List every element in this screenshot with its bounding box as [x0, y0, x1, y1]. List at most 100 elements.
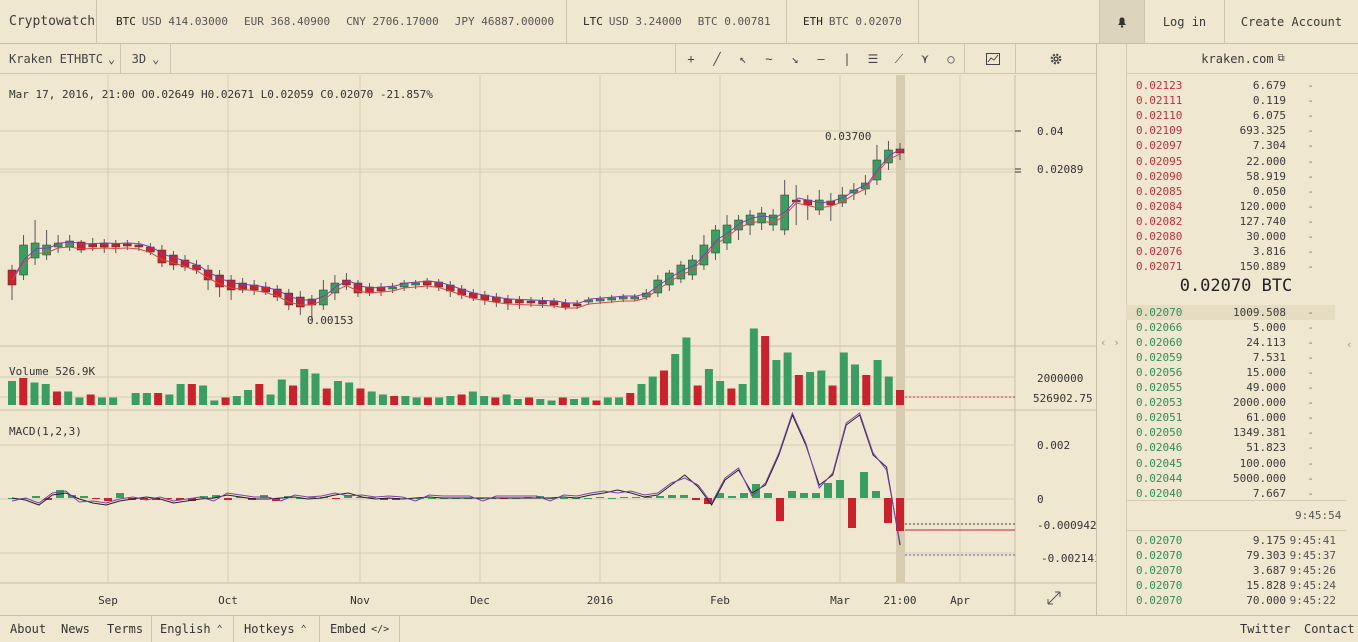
volume-bar [401, 396, 410, 405]
price: 0.02045 [1136, 456, 1183, 470]
hline-icon[interactable]: — [817, 52, 825, 66]
macd-bar [296, 498, 304, 499]
volume-bar [491, 397, 500, 405]
candle [388, 286, 397, 290]
brand-name[interactable]: Cryptowatch [9, 14, 96, 29]
quantity: 51.823 [1246, 441, 1286, 455]
crosshair-icon[interactable]: + [687, 52, 695, 66]
volume-bar [626, 393, 635, 405]
ray-icon[interactable]: ↘ [791, 52, 799, 66]
macd-bar [428, 498, 436, 499]
ask-row[interactable]: 0.02080 30.000 - [1136, 230, 1336, 245]
market-selector[interactable]: Kraken ETHBTC ⌄ [0, 44, 121, 74]
ma-line-2 [13, 148, 903, 304]
ask-row[interactable]: 0.02095 22.000 - [1136, 155, 1336, 170]
bid-row[interactable]: 0.02044 5000.000 - [1136, 472, 1336, 487]
volume-bar [817, 370, 826, 405]
chart-icon [986, 53, 1000, 65]
macd-bar [344, 495, 352, 498]
volume-bar [457, 394, 466, 405]
curve-icon[interactable]: ∼ [765, 52, 773, 66]
terms-link[interactable]: Terms [107, 616, 153, 642]
line-icon[interactable]: ╱ [713, 52, 721, 66]
volume-bar [356, 388, 365, 405]
bid-row[interactable]: 0.02056 15.000 - [1136, 366, 1336, 381]
volume-bar [277, 379, 286, 405]
bid-row[interactable]: 0.02050 1349.381 - [1136, 426, 1336, 441]
x-axis-label: Apr [950, 594, 970, 607]
pitchfork-icon[interactable]: ⟋ [894, 51, 904, 66]
delta: - [1307, 139, 1314, 153]
price: 0.02110 [1136, 109, 1183, 123]
eth-ticker[interactable]: ETH BTC 0.02070 [787, 0, 919, 43]
contact-link[interactable]: Contact [1304, 616, 1355, 642]
fib-icon[interactable]: ☰ [867, 52, 879, 66]
exchange-link[interactable]: kraken.com ⧉ [1127, 44, 1358, 74]
ask-row[interactable]: 0.02090 58.919 - [1136, 170, 1336, 185]
macd-bar [104, 498, 112, 501]
bid-row[interactable]: 0.02066 5.000 - [1136, 321, 1336, 336]
create-account-button[interactable]: Create Account [1225, 0, 1358, 43]
notifications-button[interactable] [1099, 0, 1145, 43]
arrow-icon[interactable]: ↖ [739, 52, 747, 66]
hotkeys-label: Hotkeys [244, 622, 295, 636]
volume-bar [289, 385, 298, 405]
macd-bar [176, 498, 184, 500]
fan-icon[interactable]: ⋎ [921, 52, 929, 66]
ask-row[interactable]: 0.02097 7.304 - [1136, 139, 1336, 154]
bid-row[interactable]: 0.02055 49.000 - [1136, 381, 1336, 396]
vline-icon[interactable]: | [843, 52, 851, 66]
collapse-arrows-icon[interactable]: ‹ › [1100, 336, 1120, 349]
macd-bar [680, 495, 688, 498]
bid-row[interactable]: 0.02060 24.113 - [1136, 336, 1336, 351]
ask-row[interactable]: 0.02084 120.000 - [1136, 200, 1336, 215]
macd-bar [380, 498, 388, 500]
ask-row[interactable]: 0.02071 150.889 - [1136, 260, 1336, 275]
ask-row[interactable]: 0.02085 0.050 - [1136, 185, 1336, 200]
about-link[interactable]: About [10, 616, 46, 642]
ask-row[interactable]: 0.02111 0.119 - [1136, 94, 1336, 109]
bid-row[interactable]: 0.02040 7.667 - [1136, 487, 1336, 502]
trade-price: 0.02070 [1136, 534, 1183, 547]
bid-row[interactable]: 0.02045 100.000 - [1136, 457, 1336, 472]
candle [296, 296, 305, 308]
price-chart[interactable]: Mar 17, 2016, 21:00 O0.02649 H0.02671 L0… [0, 75, 1096, 615]
macd-bar [332, 498, 340, 499]
ask-row[interactable]: 0.02076 3.816 - [1136, 245, 1336, 260]
login-label: Log in [1162, 14, 1207, 29]
login-button[interactable]: Log in [1145, 0, 1225, 43]
macd-bar [788, 491, 796, 498]
ohlc-info: Mar 17, 2016, 21:00 O0.02649 H0.02671 L0… [9, 88, 433, 101]
language-selector[interactable]: English ⌃ [160, 616, 234, 642]
chart-type-button[interactable] [978, 44, 1008, 74]
low-annotation: 0.00153 [307, 314, 353, 327]
x-axis-label: Dec [470, 594, 490, 607]
embed-button[interactable]: Embed </> [330, 616, 401, 642]
ask-row[interactable]: 0.02123 6.679 - [1136, 79, 1336, 94]
bid-row[interactable]: 0.02051 61.000 - [1136, 411, 1336, 426]
ask-row[interactable]: 0.02082 127.740 - [1136, 215, 1336, 230]
brand-logo[interactable]: Cryptowatch [0, 0, 97, 43]
bid-row[interactable]: 0.02053 2000.000 - [1136, 396, 1336, 411]
settings-button[interactable] [1015, 44, 1096, 74]
ask-row[interactable]: 0.02110 6.075 - [1136, 109, 1336, 124]
chevron-left-icon[interactable]: ‹ [1346, 338, 1353, 351]
circle-icon[interactable]: ○ [947, 52, 955, 66]
macd-bar [872, 491, 880, 498]
news-link[interactable]: News [61, 616, 90, 642]
twitter-link[interactable]: Twitter [1240, 616, 1291, 642]
bid-row[interactable]: 0.02046 51.823 - [1136, 441, 1336, 456]
quantity: 30.000 [1246, 230, 1286, 243]
period-label: 3D [131, 52, 147, 66]
macd-bar [764, 493, 772, 498]
bid-row[interactable]: 0.02070 1009.508 - [1136, 306, 1336, 321]
period-selector[interactable]: 3D ⌄ [121, 44, 171, 74]
btc-ticker[interactable]: BTC USD 414.03000 EUR 368.40900 CNY 2706… [97, 0, 567, 43]
hotkeys-button[interactable]: Hotkeys ⌃ [244, 616, 320, 642]
ask-row[interactable]: 0.02109 693.325 - [1136, 124, 1336, 139]
quantity: 1009.508 [1233, 306, 1286, 319]
ltc-ticker[interactable]: LTC USD 3.24000 BTC 0.00781 [567, 0, 787, 43]
x-axis-label: Mar [830, 594, 850, 607]
language-label: English [160, 622, 211, 636]
bid-row[interactable]: 0.02059 7.531 - [1136, 351, 1336, 366]
